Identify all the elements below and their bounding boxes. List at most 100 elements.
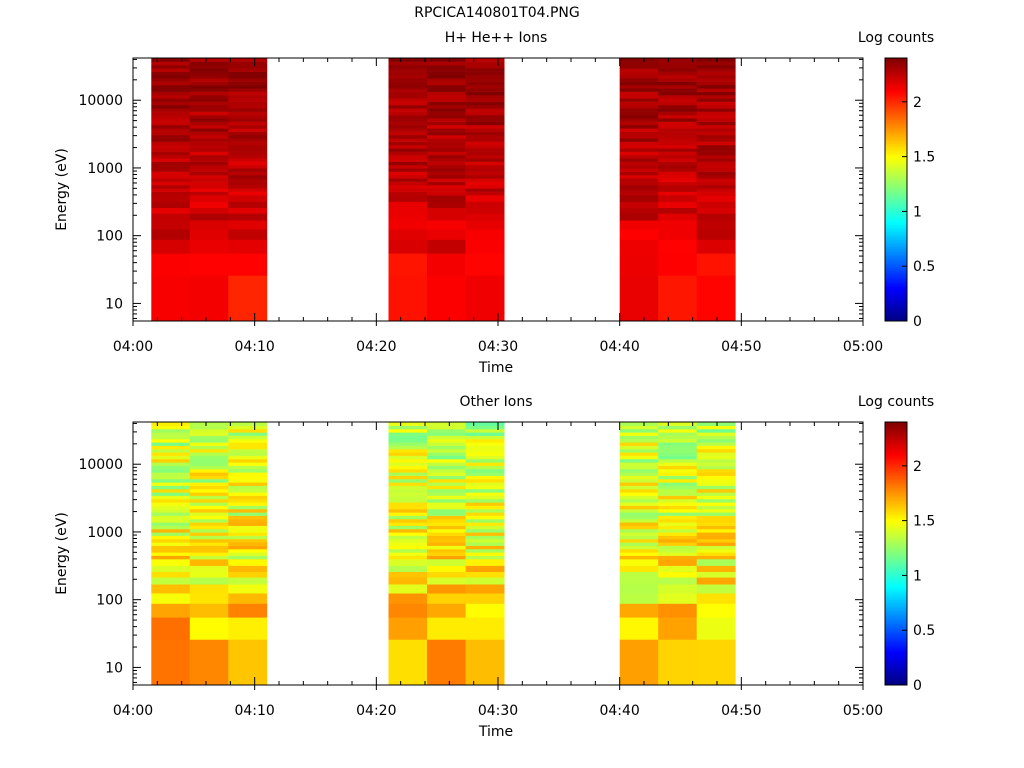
heatmap-cell (151, 94, 191, 99)
colorbar-segment (885, 435, 907, 438)
heatmap-cell (151, 124, 191, 129)
heatmap-cell (228, 154, 268, 159)
heatmap-cell (696, 91, 736, 96)
heatmap-cell (388, 148, 428, 152)
heatmap-cell (658, 141, 698, 146)
heatmap-cell (189, 128, 229, 132)
heatmap-cell (388, 58, 428, 62)
heatmap-cell (619, 518, 659, 523)
heatmap-cell (151, 64, 191, 69)
heatmap-cell (388, 508, 428, 513)
heatmap-cell (189, 542, 229, 546)
heatmap-cell (189, 174, 229, 179)
heatmap-cell (465, 78, 505, 82)
heatmap-cell (427, 64, 466, 69)
heatmap-cell (465, 104, 505, 109)
heatmap-cell (619, 81, 659, 86)
colorbar-segment (885, 134, 907, 138)
heatmap-cell (658, 71, 698, 76)
colorbar-segment (885, 592, 907, 596)
heatmap-cell (427, 495, 466, 500)
heatmap-cell (658, 191, 698, 196)
colorbar-segment (885, 470, 907, 473)
x-axis-label: Time (478, 724, 513, 740)
heatmap-cell (228, 91, 268, 96)
colorbar-segment (885, 603, 907, 607)
heatmap-cell (151, 571, 191, 578)
heatmap-cell (619, 121, 659, 126)
colorbar-segment (885, 496, 907, 500)
heatmap-cell (427, 448, 466, 453)
heatmap-cell (696, 191, 736, 196)
heatmap-cell (465, 61, 505, 66)
heatmap-cell (619, 111, 659, 116)
heatmap-cell (658, 522, 698, 526)
heatmap-cell (696, 213, 736, 221)
heatmap-cell (228, 428, 268, 433)
colorbar-tick-label: 0 (913, 678, 922, 694)
heatmap-cell (189, 88, 229, 92)
heatmap-cell (189, 603, 229, 618)
heatmap-cell (465, 577, 505, 585)
heatmap-cell (658, 121, 698, 126)
colorbar-segment (885, 202, 907, 206)
heatmap-cell (427, 445, 466, 450)
heatmap-cell (619, 78, 659, 82)
heatmap-cell (228, 229, 268, 240)
colorbar-segment (885, 430, 907, 434)
heatmap-cell (619, 445, 659, 450)
heatmap-cell (228, 84, 268, 89)
heatmap-cell (696, 134, 736, 139)
heatmap-cell (619, 478, 659, 483)
heatmap-cell (427, 91, 466, 96)
heatmap-cell (658, 468, 698, 473)
colorbar-tick-label: 1.5 (913, 150, 935, 166)
heatmap-cell (427, 213, 466, 221)
heatmap-cell (465, 495, 505, 500)
heatmap-cell (189, 148, 229, 152)
heatmap-cell (228, 81, 268, 86)
heatmap-cell (465, 525, 505, 530)
colorbar-segment (885, 79, 907, 83)
heatmap-cell (658, 505, 698, 510)
heatmap-cell (658, 458, 698, 463)
colorbar-segment (885, 64, 907, 68)
colorbar-segment (885, 158, 907, 162)
heatmap-cell (189, 64, 229, 69)
heatmap-cell (388, 191, 428, 196)
heatmap-cell (619, 525, 659, 530)
heatmap-cell (658, 452, 698, 456)
heatmap-cell (189, 505, 229, 510)
colorbar-segment (885, 619, 907, 622)
heatmap-cells (151, 58, 736, 322)
heatmap-cell (696, 174, 736, 179)
heatmap-cell (658, 492, 698, 496)
colorbar-segment (885, 595, 907, 598)
heatmap-cell (151, 101, 191, 106)
heatmap-cell (465, 141, 505, 146)
heatmap-cell (151, 213, 191, 221)
heatmap-cell (696, 58, 736, 62)
heatmap-cell (189, 435, 229, 440)
heatmap-cell (658, 74, 698, 79)
heatmap-cell (465, 422, 505, 426)
heatmap-cell (388, 488, 428, 493)
heatmap-cell (151, 131, 191, 136)
colorbar-segment (885, 562, 907, 565)
colorbar-segment (885, 274, 907, 278)
colorbar-segment (885, 58, 907, 61)
colorbar-segment (885, 104, 907, 107)
heatmap-cell (189, 515, 229, 520)
heatmap-cell (151, 71, 191, 76)
heatmap-cell (465, 428, 505, 433)
heatmap-cell (427, 492, 466, 496)
heatmap-cell (189, 94, 229, 99)
heatmap-cell (388, 124, 428, 129)
colorbar-segment (885, 551, 907, 554)
heatmap-cell (465, 571, 505, 578)
heatmap-cell (658, 532, 698, 536)
colorbar-segment (885, 143, 907, 147)
colorbar-segment (885, 281, 907, 285)
heatmap-cell (696, 181, 736, 186)
heatmap-cell (388, 577, 428, 585)
